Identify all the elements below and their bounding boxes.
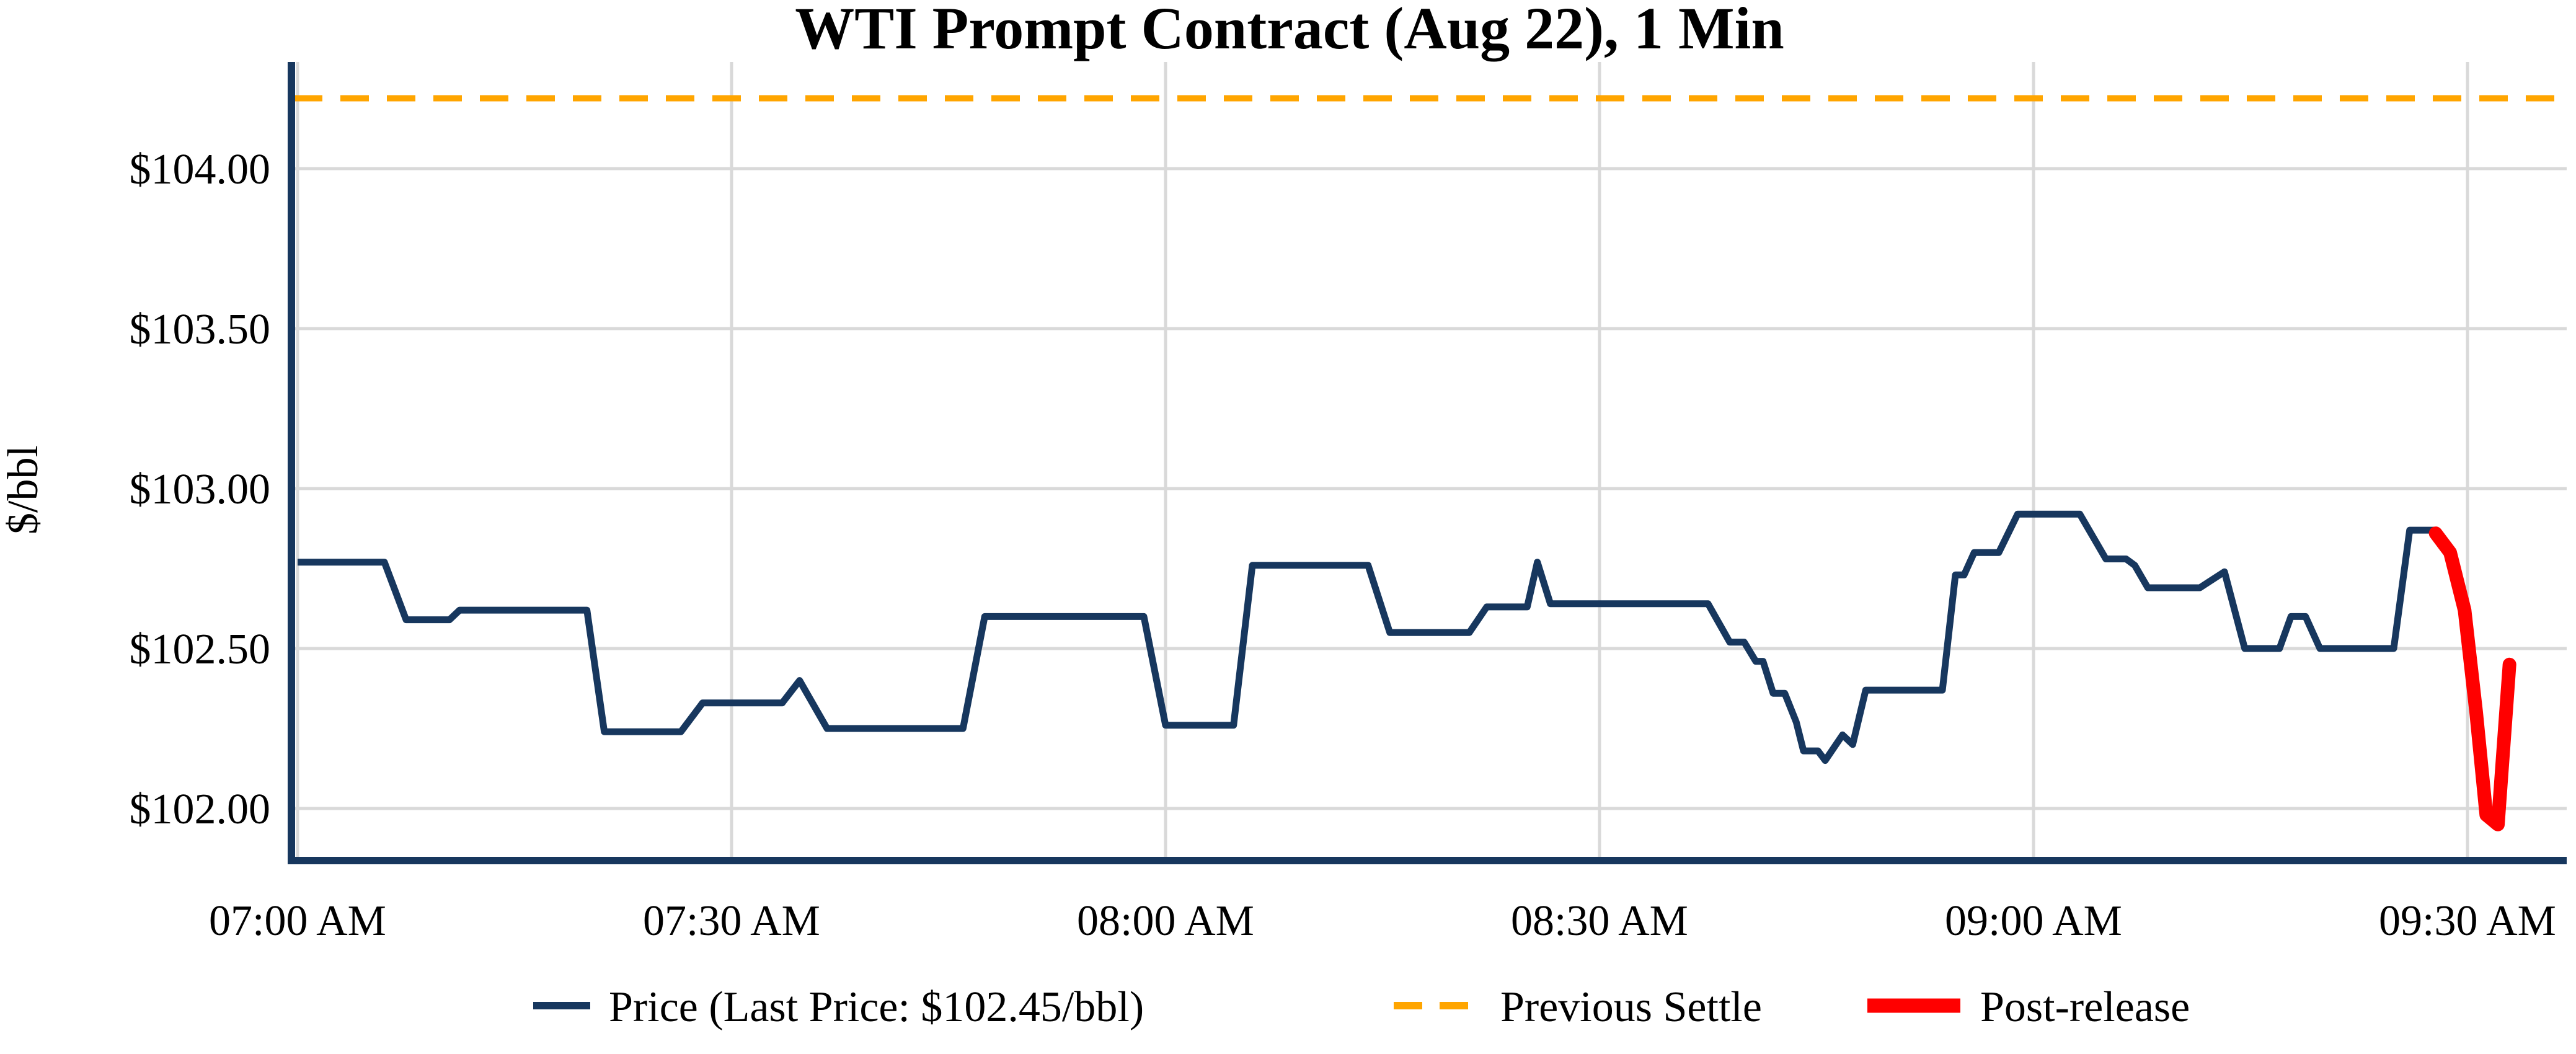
legend-settle-label: Previous Settle (1500, 983, 1762, 1031)
y-tick-label: $102.50 (130, 626, 271, 673)
gridlines (291, 62, 2567, 861)
y-tick-labels: $102.00 $102.50 $103.00 $103.50 $104.00 (130, 146, 271, 833)
x-tick-label: 08:30 AM (1511, 897, 1688, 945)
x-tick-label: 08:00 AM (1077, 897, 1254, 945)
y-tick-label: $103.00 (130, 466, 271, 513)
legend-post-label: Post-release (1980, 983, 2190, 1031)
y-axis-label: $/bbl (0, 445, 47, 534)
price-line (298, 510, 2436, 764)
chart-title: WTI Prompt Contract (Aug 22), 1 Min (795, 0, 1784, 61)
y-tick-label: $102.00 (130, 786, 271, 833)
x-tick-labels: 07:00 AM 07:30 AM 08:00 AM 08:30 AM 09:00 AM… (209, 897, 2556, 945)
post-release-line (2428, 526, 2516, 831)
x-tick-label: 07:00 AM (209, 897, 386, 945)
legend-price-label: Price (Last Price: $102.45/bbl) (609, 983, 1144, 1031)
x-tick-label: 07:30 AM (643, 897, 820, 945)
legend: Price (Last Price: $102.45/bbl) Previous… (533, 983, 2190, 1031)
x-tick-label: 09:30 AM (2379, 897, 2556, 945)
y-tick-label: $103.50 (130, 306, 271, 353)
x-tick-label: 09:00 AM (1945, 897, 2122, 945)
y-tick-label: $104.00 (130, 146, 271, 193)
